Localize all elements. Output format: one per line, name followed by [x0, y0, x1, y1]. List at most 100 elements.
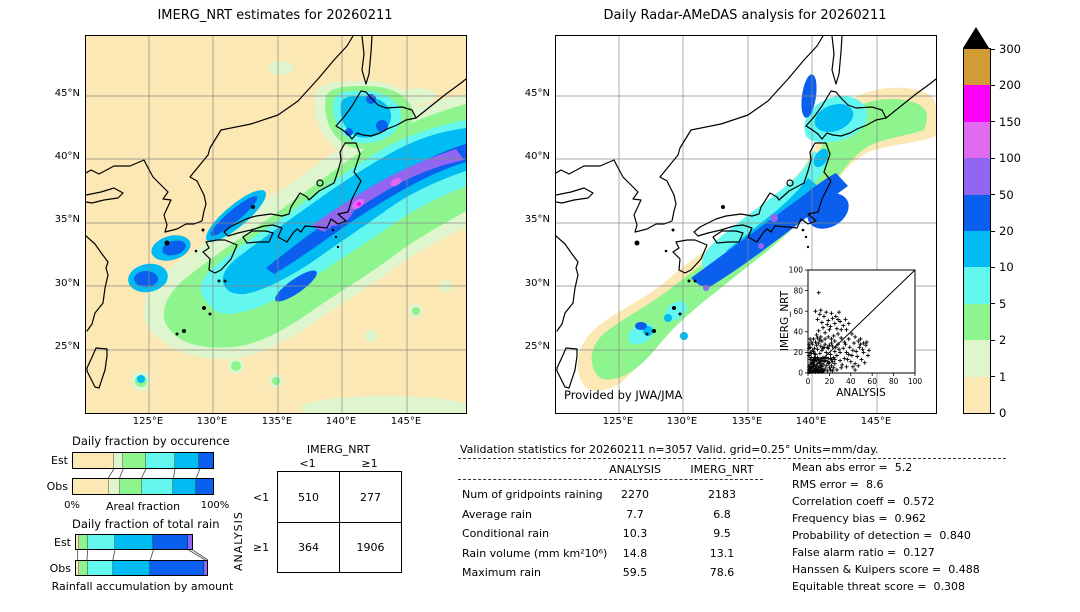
colorbar-tick	[990, 339, 995, 341]
svg-text:40: 40	[846, 377, 856, 386]
colorbar-cell	[964, 267, 990, 304]
metric-value: 0.488	[948, 563, 980, 576]
bar-segment	[76, 535, 79, 549]
lat-tick-right: 25°N	[524, 341, 550, 352]
svg-text:0: 0	[806, 377, 811, 386]
totalrain-row-label-obs: Obs	[49, 562, 71, 575]
left-map-title: IMERG_NRT estimates for 20260211	[157, 8, 393, 23]
colorbar-tick-label: 0	[999, 406, 1007, 420]
scatter-ticks: 00 20 20 40 40 60 60 80 80 100 100	[789, 266, 923, 386]
lat-tick-right: 30°N	[524, 278, 550, 289]
lat-tick-right: 45°N	[524, 88, 550, 99]
colorbar-cell	[964, 194, 990, 232]
colorbar-tick-label: 10	[999, 260, 1014, 275]
lon-tick-right: 135°E	[731, 416, 763, 427]
validation-title: Validation statistics for 20260211 n=305…	[460, 443, 879, 456]
metric-label: Mean abs error =	[792, 461, 888, 474]
bar-segment	[88, 535, 116, 549]
bar-segment	[123, 453, 146, 468]
colorbar-tick	[990, 266, 995, 268]
bar-segment	[78, 561, 88, 575]
bar-segment	[76, 561, 79, 575]
totalrain-xlabel: Rainfall accumulation by amount	[51, 580, 234, 593]
left-map-svg	[86, 36, 466, 413]
bar-segment	[87, 561, 114, 575]
bar-segment	[174, 453, 199, 468]
stats-row-label: Average rain	[462, 508, 532, 521]
colorbar-tick-label: 100	[999, 151, 1021, 166]
stats-row-imerg: 9.5	[713, 527, 731, 540]
stats-row-imerg: 13.1	[709, 547, 735, 560]
stats-row-label: Num of gridpoints raining	[462, 488, 603, 501]
contingency-cell-11: 1906	[356, 540, 385, 554]
metric-value: 5.2	[894, 461, 913, 474]
colorbar-tick-label: 20	[999, 224, 1014, 238]
metric-label: Frequency bias =	[792, 512, 888, 525]
contingency-row-0: <1	[252, 491, 270, 504]
stats-row-label: Conditional rain	[462, 527, 550, 540]
colorbar-tick-label: 2	[999, 333, 1007, 348]
stats-col-imerg: IMERG_NRT	[690, 463, 754, 476]
colorbar-tick	[990, 157, 995, 159]
colorbar-tick-label: 150	[999, 114, 1021, 129]
lon-tick-left: 135°E	[261, 416, 293, 427]
metric-value: 0.308	[933, 580, 965, 593]
metric-label: RMS error =	[792, 478, 859, 491]
contingency-row-group: ANALYSIS	[232, 511, 245, 571]
svg-text:40: 40	[793, 328, 803, 337]
svg-text:60: 60	[867, 377, 877, 386]
totalrain-row-label-est: Est	[54, 536, 71, 549]
stats-col-analysis: ANALYSIS	[609, 463, 661, 476]
colorbar-tick-label: 5	[999, 296, 1007, 311]
colorbar-tick	[990, 230, 995, 232]
metric-value: 0.572	[903, 495, 935, 508]
scatter-inset: 0 0 20 20 40 40 60 60 80 80 100 100 ANALYSIS IMERG_…	[778, 263, 943, 401]
stats-row-analysis: 7.7	[626, 508, 644, 521]
colorbar-cell	[964, 376, 990, 414]
bar-segment	[114, 453, 124, 468]
bar-segment	[173, 479, 196, 494]
stats-metric: Frequency bias = 0.962	[792, 512, 926, 525]
scatter-points	[807, 290, 871, 374]
lat-tick-left: 35°N	[54, 214, 80, 225]
stats-row-imerg: 78.6	[709, 566, 735, 579]
metric-value: 0.127	[903, 546, 935, 559]
scatter-xlabel: ANALYSIS	[836, 387, 886, 399]
colorbar-tick-label: 50	[999, 187, 1014, 202]
contingency-row-1: ≥1	[252, 541, 270, 554]
totalrain-bar-est	[75, 534, 193, 550]
colorbar-tick	[990, 121, 995, 123]
occurrence-bar-est	[72, 452, 214, 469]
totalrain-chart-title: Daily fraction of total rain	[72, 517, 220, 531]
contingency-col-group: IMERG_NRT	[306, 443, 371, 456]
bar-segment	[153, 535, 188, 549]
metric-label: Hanssen & Kuipers score =	[792, 563, 942, 576]
right-map-title: Daily Radar-AMeDAS analysis for 20260211	[603, 8, 887, 23]
bar-segment	[187, 535, 192, 549]
colorbar-tick	[990, 194, 995, 196]
bar-segment	[73, 479, 109, 494]
stats-row-label: Rain volume (mm km²10⁶)	[462, 547, 608, 560]
contingency-col-1: ≥1	[361, 457, 378, 470]
colorbar-tick	[990, 84, 995, 86]
stats-row-label: Maximum rain	[462, 566, 541, 579]
lon-tick-right: 125°E	[602, 416, 634, 427]
bar-segment	[195, 479, 214, 494]
colorbar-tick	[990, 48, 995, 50]
bar-segment	[150, 561, 205, 575]
lon-tick-left: 130°E	[196, 416, 228, 427]
bar-segment	[78, 535, 89, 549]
occurrence-x1: 100%	[200, 500, 230, 511]
colorbar-tick	[990, 376, 995, 378]
bar-segment	[73, 453, 115, 468]
contingency-cell-10: 364	[298, 540, 319, 554]
metric-value: 8.6	[865, 478, 884, 491]
colorbar-cells	[963, 48, 991, 414]
colorbar-tick-label: 300	[999, 42, 1021, 56]
lat-tick-right: 40°N	[524, 151, 550, 162]
colorbar-cell	[964, 231, 990, 268]
colorbar-cell	[964, 303, 990, 341]
bar-segment	[108, 479, 120, 494]
left-map-panel	[85, 35, 467, 414]
